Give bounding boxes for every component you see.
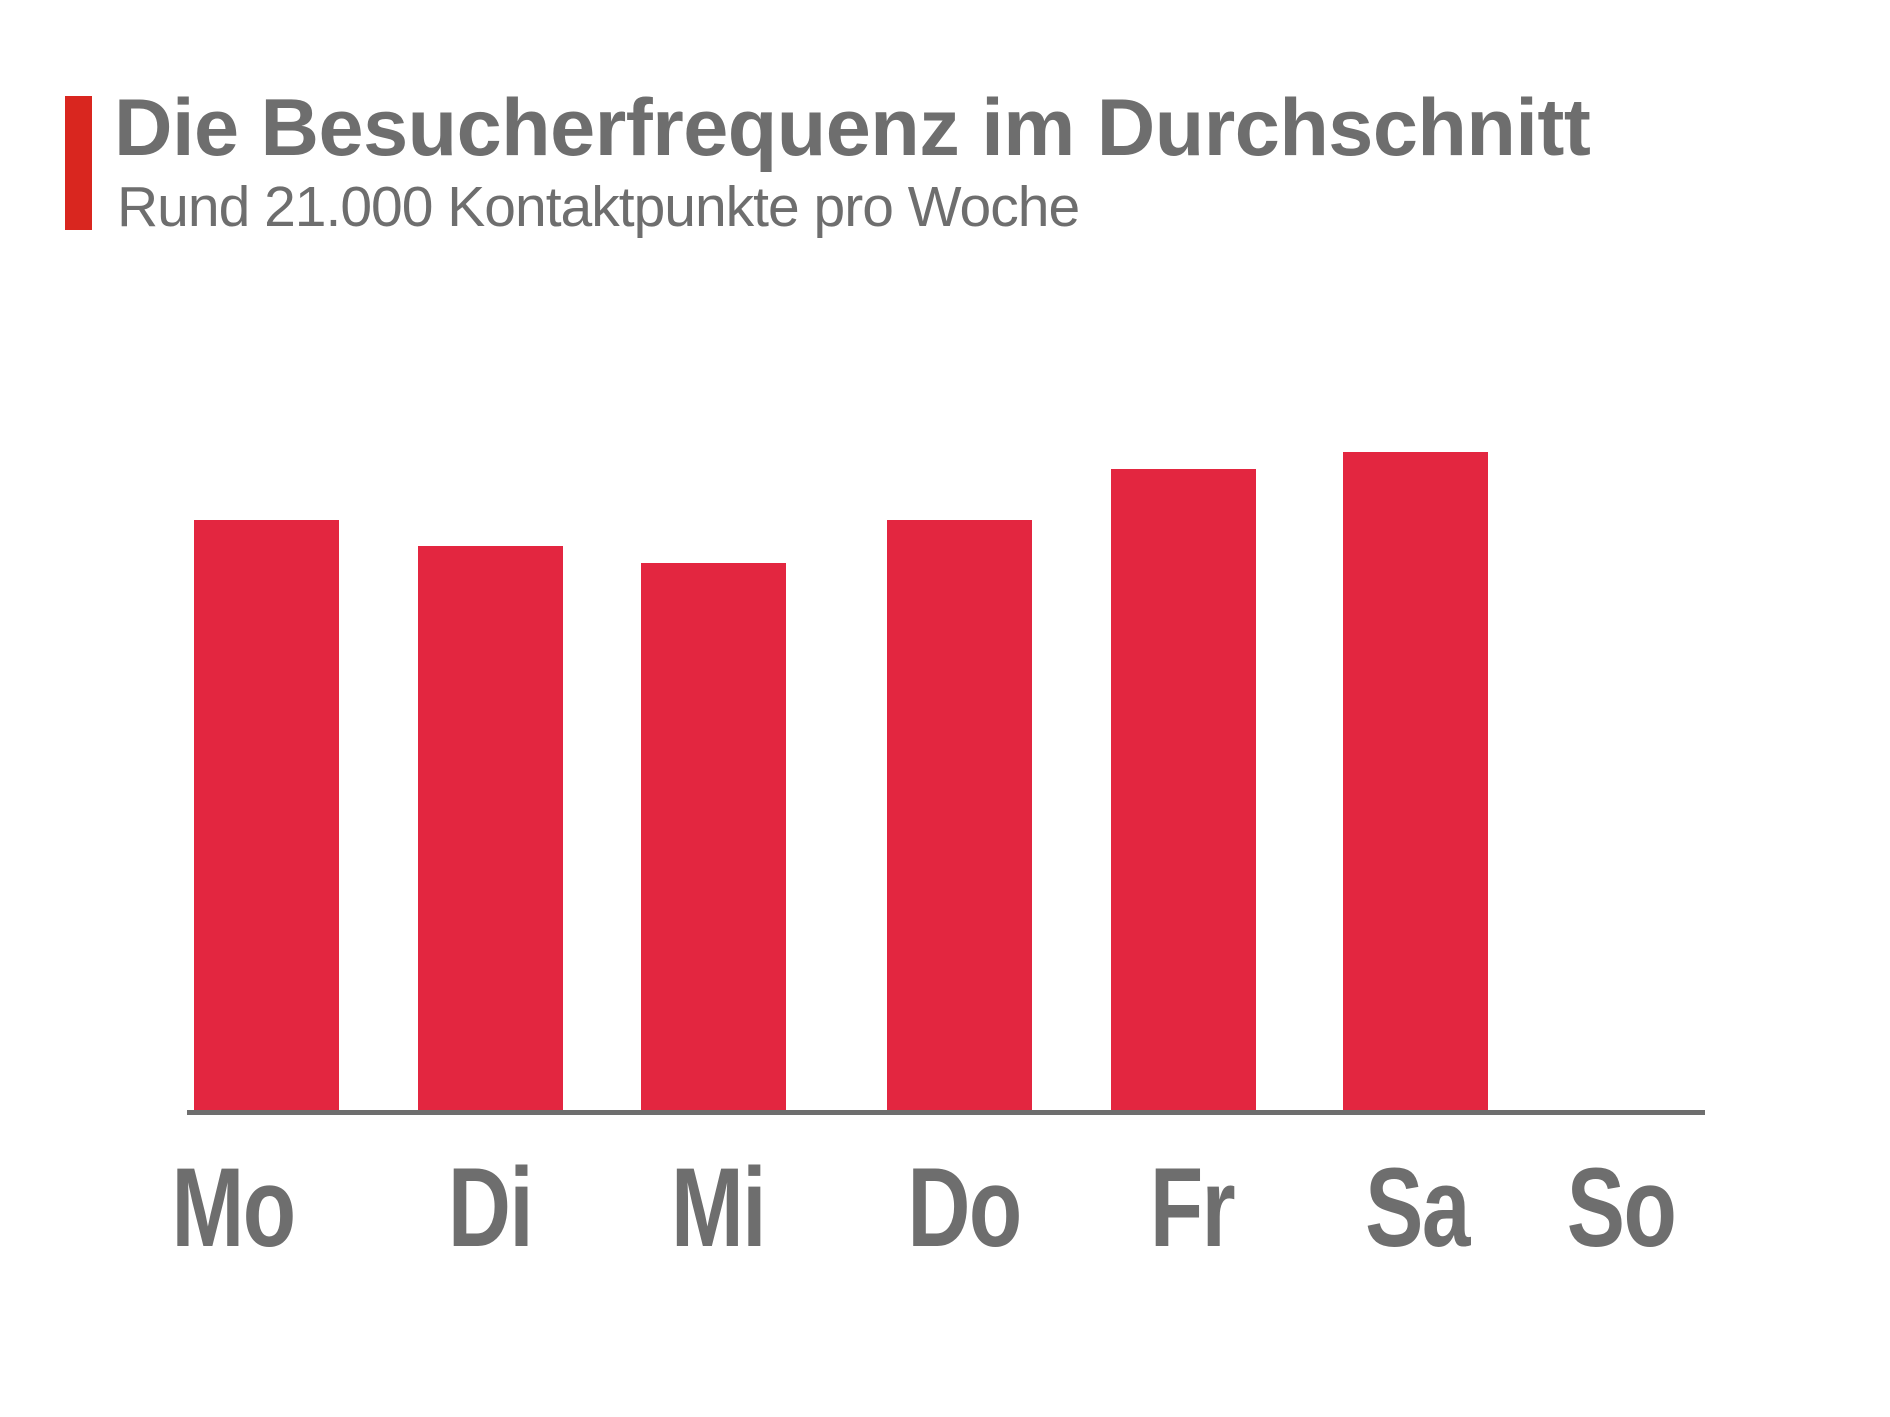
x-label-do: Do (907, 1145, 1022, 1270)
x-label-so: So (1566, 1145, 1677, 1270)
bar-mo (194, 520, 339, 1110)
x-label-fr: Fr (1149, 1145, 1236, 1270)
title-accent-bar (65, 96, 92, 230)
bar-di (418, 546, 563, 1110)
x-label-mi: Mi (671, 1145, 766, 1270)
chart-subtitle: Rund 21.000 Kontaktpunkte pro Woche (117, 175, 1080, 239)
bar-do (887, 520, 1032, 1110)
chart-title: Die Besucherfrequenz im Durchschnitt (114, 83, 1591, 173)
bar-fr (1111, 469, 1256, 1110)
bar-sa (1343, 452, 1488, 1110)
x-label-mo: Mo (171, 1145, 296, 1270)
bar-mi (641, 563, 786, 1110)
x-axis-line (187, 1110, 1705, 1115)
x-label-di: Di (447, 1145, 534, 1270)
x-label-sa: Sa (1365, 1145, 1470, 1270)
